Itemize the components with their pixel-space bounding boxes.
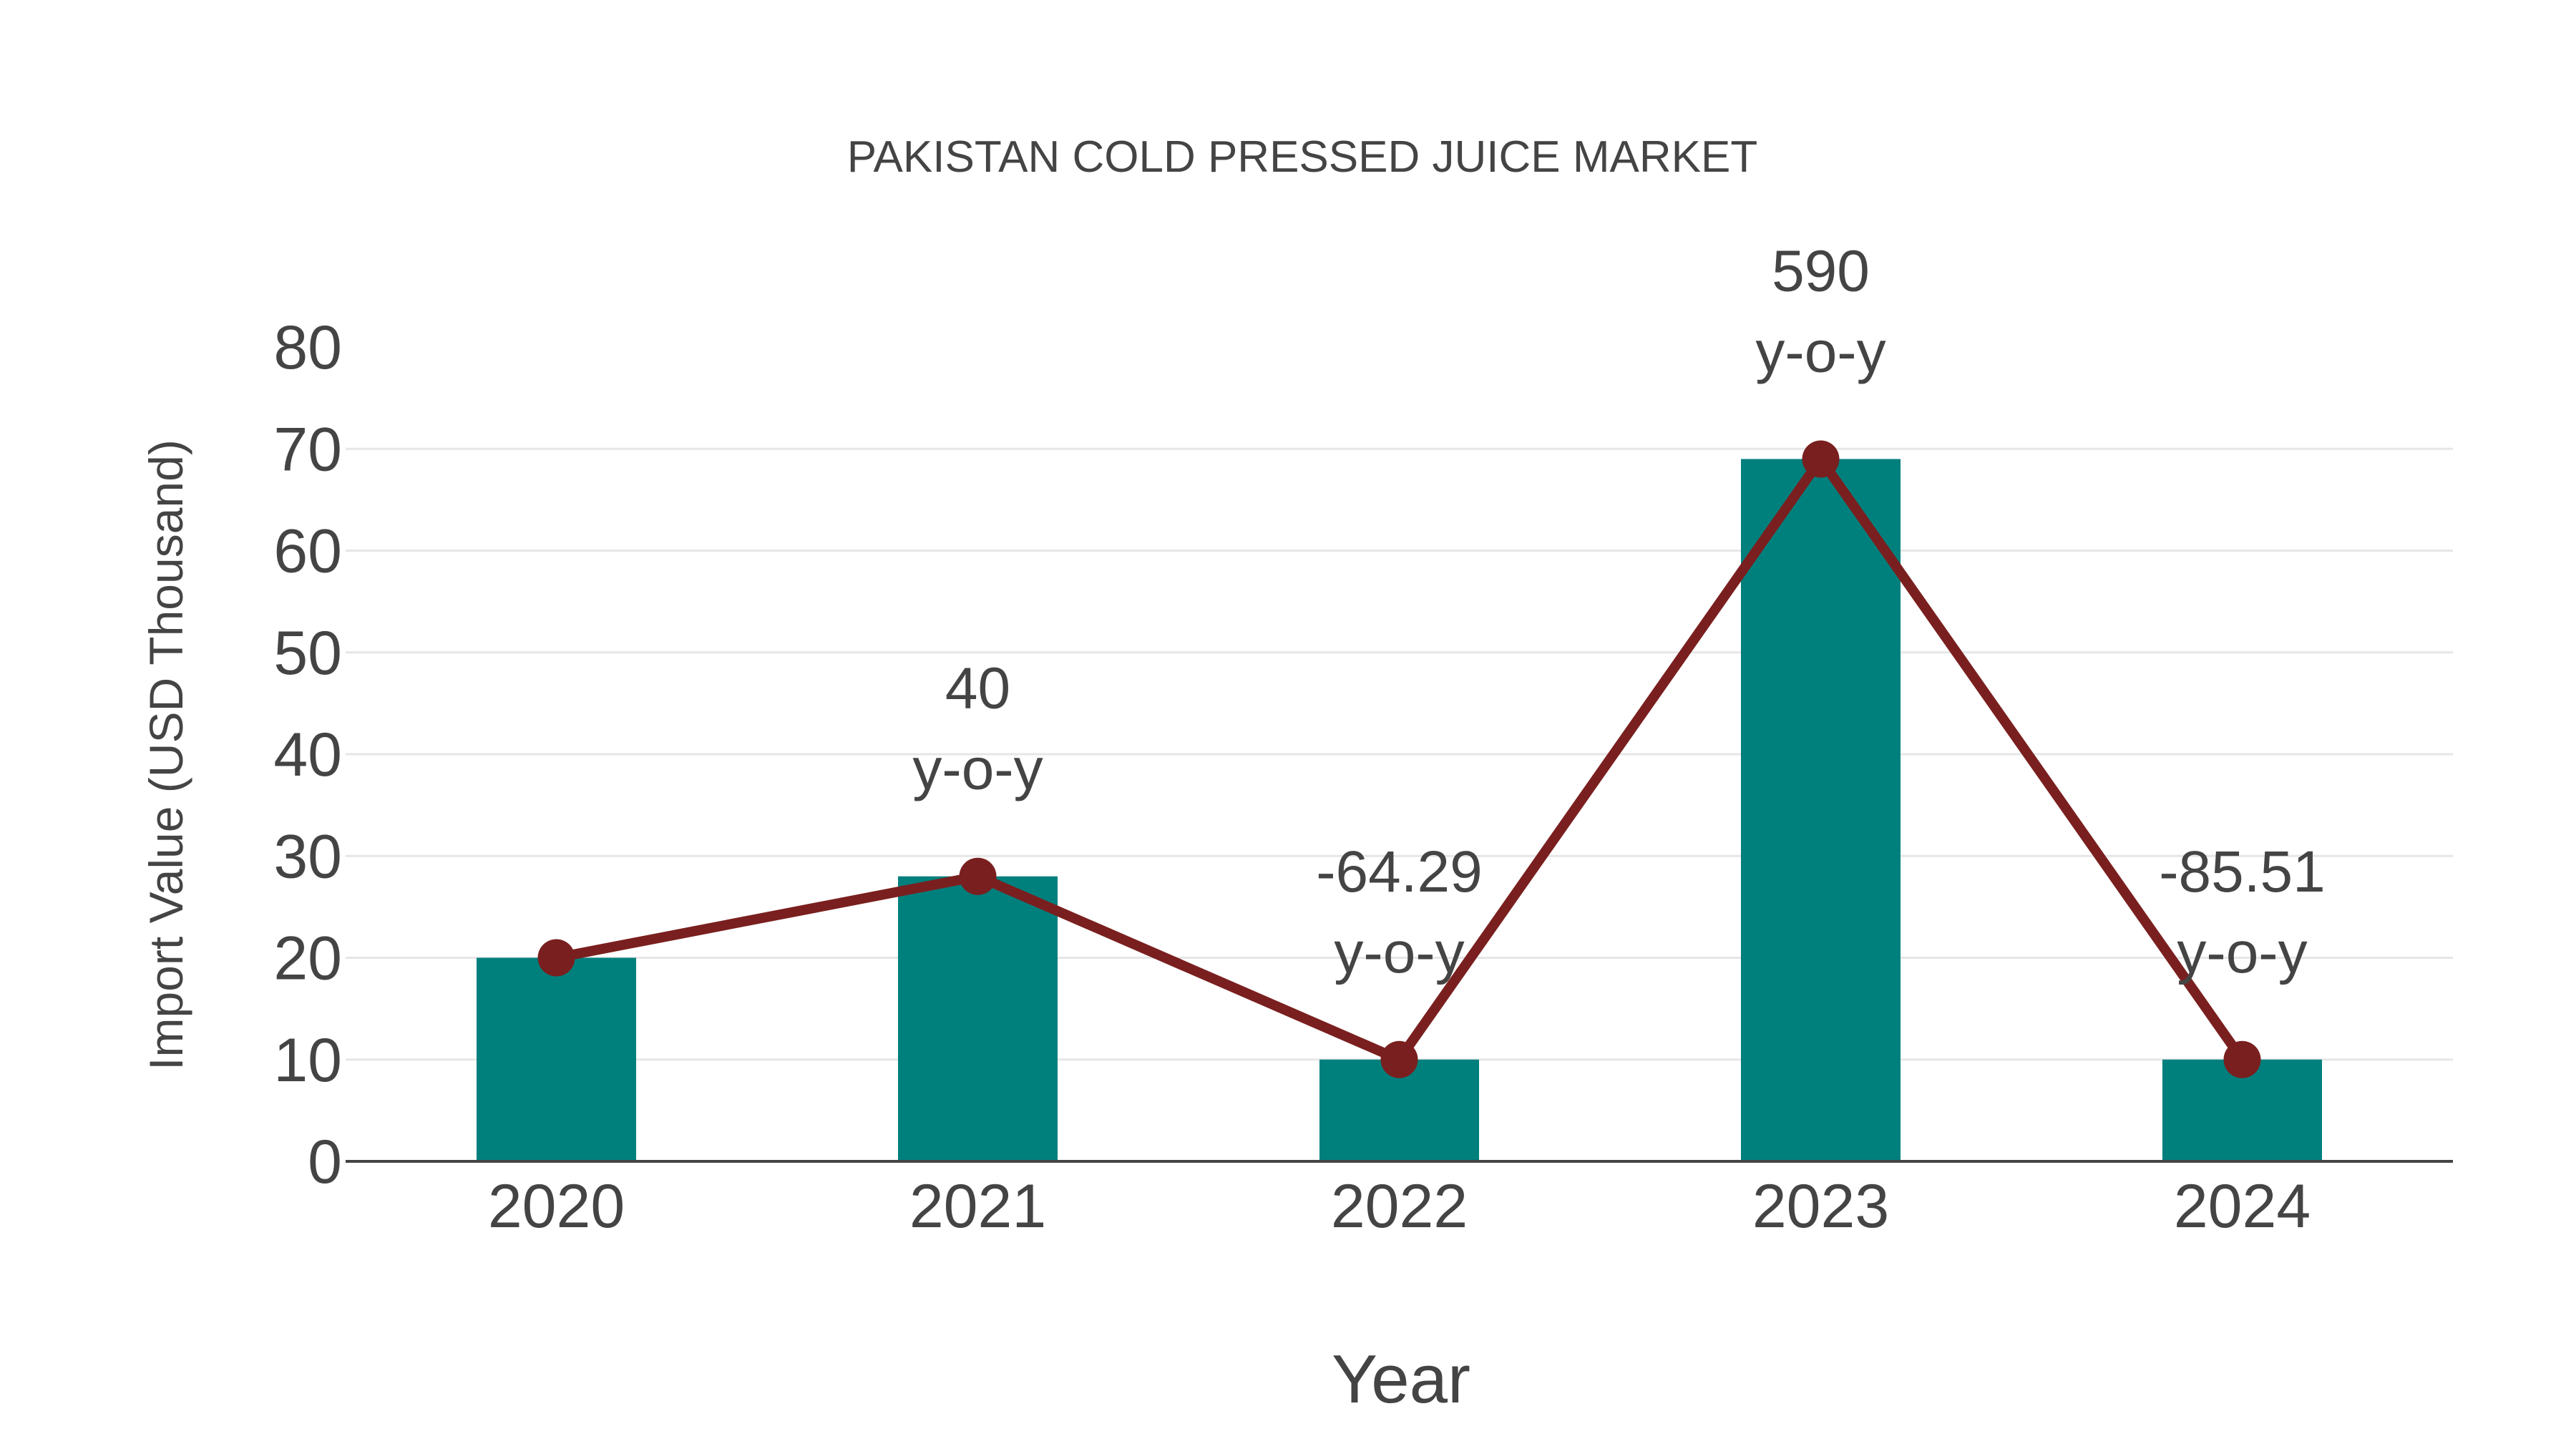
yoy-annotations: 40 y-o-y -64.29 y-o-y 590 y-o-y -85.51 y-o-y [912, 238, 2325, 985]
y-axis-title: Import Value (USD Thousand) [140, 439, 192, 1070]
y-tick-label: 50 [273, 619, 342, 688]
bar-2023 [1741, 459, 1901, 1161]
yoy-suffix: y-o-y [1334, 920, 1464, 985]
x-axis-title: Year [1332, 1341, 1470, 1418]
y-tick-label: 20 [273, 924, 342, 993]
trend-line [537, 440, 2261, 1078]
bar-2021 [898, 876, 1058, 1161]
trend-marker-2024 [2223, 1040, 2261, 1078]
trend-marker-2020 [537, 939, 575, 977]
yoy-value: -85.51 [2159, 839, 2326, 904]
y-tick-label: 40 [273, 721, 342, 789]
yoy-suffix: y-o-y [1755, 319, 1885, 384]
y-tick-label: 10 [273, 1026, 342, 1095]
y-axis-ticks: 0 10 20 30 40 50 60 70 80 [273, 313, 342, 1196]
bars [477, 459, 2322, 1161]
yoy-suffix: y-o-y [2177, 920, 2307, 985]
trend-marker-2023 [1802, 440, 1840, 478]
yoy-value: -64.29 [1316, 839, 1483, 904]
yoy-value: 40 [945, 656, 1010, 721]
chart-title: PAKISTAN COLD PRESSED JUICE MARKET [847, 132, 1757, 182]
y-tick-label: 30 [273, 822, 342, 891]
x-tick-label: 2024 [2174, 1172, 2311, 1241]
x-tick-label: 2023 [1752, 1172, 1889, 1241]
y-tick-label: 80 [273, 313, 342, 382]
yoy-value: 590 [1772, 238, 1870, 303]
y-tick-label: 70 [273, 415, 342, 484]
x-tick-label: 2021 [909, 1172, 1046, 1241]
gridlines [346, 447, 2453, 1061]
trend-marker-2022 [1380, 1040, 1418, 1078]
x-tick-label: 2022 [1331, 1172, 1468, 1241]
y-tick-label: 60 [273, 517, 342, 586]
x-axis-ticks: 2020 2021 2022 2023 2024 [488, 1172, 2311, 1241]
x-tick-label: 2020 [488, 1172, 625, 1241]
bar-2020 [477, 957, 636, 1161]
y-tick-label: 0 [308, 1128, 342, 1196]
yoy-suffix: y-o-y [912, 737, 1043, 802]
trend-marker-2021 [959, 857, 997, 895]
